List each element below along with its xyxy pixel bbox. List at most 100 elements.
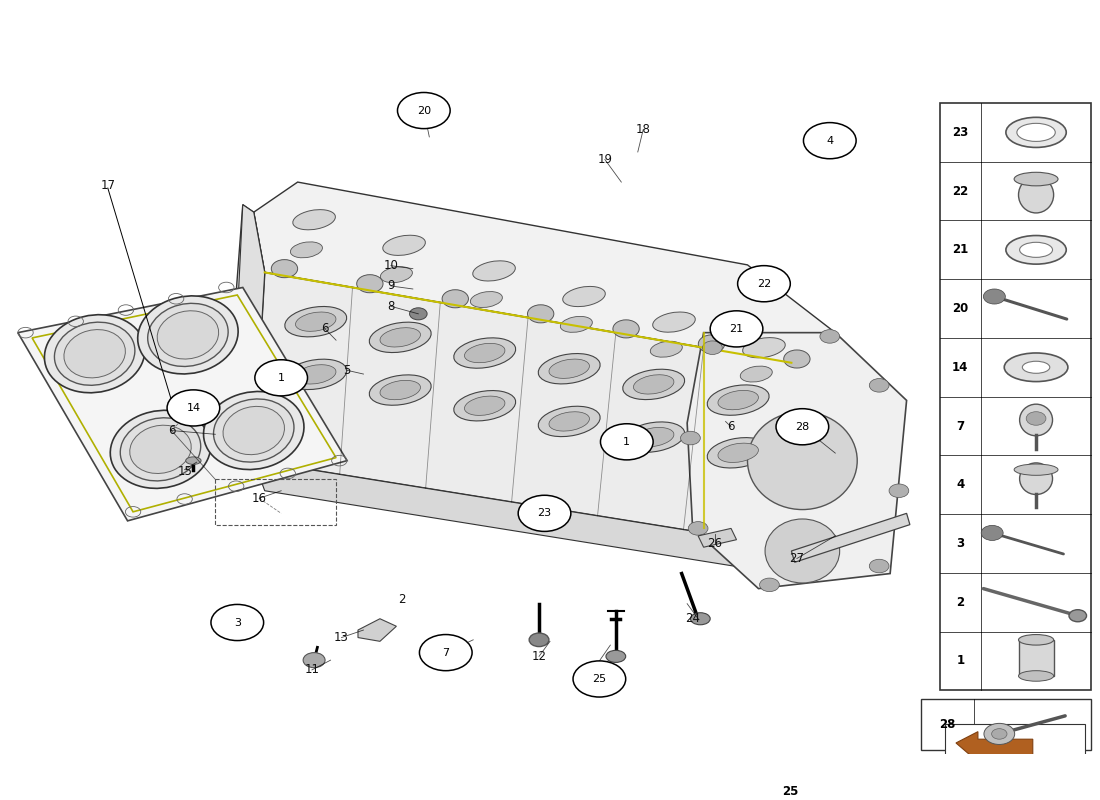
Circle shape bbox=[827, 779, 862, 800]
Ellipse shape bbox=[766, 519, 839, 583]
Circle shape bbox=[711, 311, 763, 347]
Text: 1: 1 bbox=[956, 654, 965, 667]
Ellipse shape bbox=[120, 418, 200, 481]
Text: 9: 9 bbox=[387, 279, 395, 293]
Ellipse shape bbox=[1014, 172, 1058, 186]
Ellipse shape bbox=[1004, 353, 1068, 382]
Ellipse shape bbox=[538, 354, 601, 384]
Ellipse shape bbox=[650, 342, 682, 357]
Circle shape bbox=[689, 522, 708, 535]
Ellipse shape bbox=[707, 438, 769, 468]
Circle shape bbox=[698, 335, 725, 353]
Polygon shape bbox=[791, 514, 910, 562]
Text: 21: 21 bbox=[953, 243, 968, 256]
Text: 21: 21 bbox=[729, 324, 744, 334]
Ellipse shape bbox=[130, 426, 191, 474]
Ellipse shape bbox=[691, 613, 711, 625]
Polygon shape bbox=[232, 205, 265, 461]
Text: 16: 16 bbox=[252, 492, 266, 505]
Ellipse shape bbox=[464, 343, 505, 362]
Polygon shape bbox=[956, 732, 1033, 762]
Ellipse shape bbox=[623, 422, 684, 452]
Ellipse shape bbox=[718, 390, 758, 410]
Ellipse shape bbox=[454, 338, 516, 368]
Ellipse shape bbox=[1016, 123, 1055, 142]
Text: 27: 27 bbox=[790, 552, 804, 565]
Text: 4: 4 bbox=[956, 478, 965, 491]
Circle shape bbox=[836, 785, 854, 797]
Ellipse shape bbox=[464, 396, 505, 415]
Text: 14: 14 bbox=[953, 361, 968, 374]
Ellipse shape bbox=[285, 359, 346, 390]
Text: 26: 26 bbox=[707, 537, 722, 550]
Circle shape bbox=[1069, 610, 1087, 622]
Circle shape bbox=[984, 723, 1014, 745]
Ellipse shape bbox=[138, 296, 238, 374]
Ellipse shape bbox=[370, 375, 431, 406]
Circle shape bbox=[869, 378, 889, 392]
Circle shape bbox=[409, 308, 427, 320]
Polygon shape bbox=[358, 618, 396, 642]
Text: 10: 10 bbox=[384, 259, 398, 272]
Polygon shape bbox=[18, 287, 346, 521]
Text: 15: 15 bbox=[177, 466, 192, 478]
Ellipse shape bbox=[742, 338, 785, 358]
Polygon shape bbox=[769, 333, 846, 574]
Text: 23: 23 bbox=[538, 508, 551, 518]
Polygon shape bbox=[254, 182, 835, 362]
Circle shape bbox=[803, 122, 856, 158]
Text: 7: 7 bbox=[442, 648, 449, 658]
Text: 7: 7 bbox=[956, 419, 965, 433]
Ellipse shape bbox=[1019, 177, 1054, 213]
Ellipse shape bbox=[1005, 118, 1066, 147]
Circle shape bbox=[255, 360, 308, 396]
Ellipse shape bbox=[296, 365, 336, 384]
Text: 8: 8 bbox=[387, 300, 395, 313]
Ellipse shape bbox=[652, 312, 695, 332]
Ellipse shape bbox=[64, 330, 125, 378]
Ellipse shape bbox=[538, 406, 601, 437]
Text: 19: 19 bbox=[597, 153, 613, 166]
Text: 17: 17 bbox=[100, 179, 116, 192]
Text: 3: 3 bbox=[234, 618, 241, 627]
Ellipse shape bbox=[110, 410, 211, 488]
Ellipse shape bbox=[1020, 404, 1053, 436]
Bar bbox=[945, 724, 1086, 766]
Circle shape bbox=[167, 390, 220, 426]
Ellipse shape bbox=[1019, 670, 1054, 682]
Circle shape bbox=[613, 320, 639, 338]
Ellipse shape bbox=[290, 242, 322, 258]
Ellipse shape bbox=[379, 328, 420, 347]
Circle shape bbox=[760, 578, 779, 592]
Ellipse shape bbox=[549, 412, 590, 431]
Text: 1: 1 bbox=[624, 437, 630, 447]
Bar bbox=[769, 770, 879, 800]
Text: 22: 22 bbox=[757, 278, 771, 289]
Circle shape bbox=[356, 274, 383, 293]
Bar bbox=[921, 699, 1091, 750]
Ellipse shape bbox=[293, 210, 336, 230]
Text: 24: 24 bbox=[685, 612, 700, 626]
Ellipse shape bbox=[1022, 362, 1049, 374]
Circle shape bbox=[820, 330, 839, 343]
Text: 103 04: 103 04 bbox=[983, 789, 1047, 800]
Text: 14: 14 bbox=[186, 403, 200, 413]
Text: 6: 6 bbox=[167, 424, 175, 437]
Ellipse shape bbox=[623, 370, 684, 399]
Polygon shape bbox=[227, 205, 265, 453]
Ellipse shape bbox=[285, 306, 346, 337]
Circle shape bbox=[529, 633, 549, 646]
Bar bbox=[939, 770, 1091, 800]
Text: 13: 13 bbox=[334, 631, 349, 644]
Ellipse shape bbox=[634, 374, 674, 394]
Text: 28: 28 bbox=[939, 718, 956, 731]
Circle shape bbox=[397, 93, 450, 129]
Circle shape bbox=[738, 266, 790, 302]
Ellipse shape bbox=[1020, 242, 1053, 258]
Ellipse shape bbox=[213, 399, 294, 462]
Bar bbox=[1019, 640, 1054, 676]
Polygon shape bbox=[698, 528, 737, 547]
Text: 1: 1 bbox=[277, 373, 285, 383]
Ellipse shape bbox=[44, 314, 145, 393]
Ellipse shape bbox=[718, 443, 758, 462]
